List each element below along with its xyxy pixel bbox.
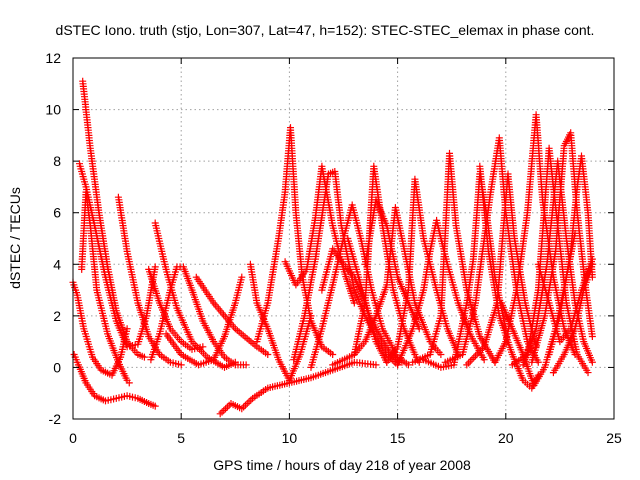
y-tick-label: 2 <box>53 308 61 324</box>
data-series-arc <box>78 188 133 387</box>
data-point <box>199 343 207 351</box>
data-series-arc <box>549 260 596 377</box>
data-point <box>264 351 272 359</box>
axis-ticks <box>72 57 615 420</box>
data-point <box>151 402 159 410</box>
data-series-arc <box>192 273 272 359</box>
data-point <box>242 361 250 369</box>
data-series-arc <box>361 196 423 333</box>
y-tick-label: 0 <box>53 359 61 375</box>
data-point <box>140 353 148 361</box>
data-point <box>404 361 412 369</box>
data-series-arc <box>344 235 406 366</box>
data-series-arc <box>79 77 148 361</box>
data-point <box>177 361 185 369</box>
data-point <box>372 361 380 369</box>
data-series-arc <box>147 263 250 369</box>
data-point <box>480 356 488 364</box>
y-tick-labels: -2 0 2 4 6 8 10 12 <box>45 50 61 427</box>
y-tick-label: 4 <box>53 256 61 272</box>
y-tick-label: -2 <box>49 411 62 427</box>
data-series-arc <box>216 358 380 418</box>
data-series-arc <box>145 265 207 353</box>
data-series-arc <box>281 162 358 307</box>
data-point <box>588 260 596 268</box>
y-tick-label: 8 <box>53 153 61 169</box>
data-point <box>588 332 596 340</box>
y-tick-label: 10 <box>45 102 61 118</box>
data-series-arc <box>476 162 542 392</box>
plot-frame <box>72 57 615 420</box>
data-series-arc <box>545 152 596 358</box>
x-tick-label: 10 <box>282 430 298 446</box>
x-axis-label: GPS time / hours of day 218 of year 2008 <box>213 457 471 473</box>
data-series-arc <box>528 129 596 366</box>
data-point <box>584 369 592 377</box>
y-tick-label: 12 <box>45 50 61 66</box>
data-point <box>329 351 337 359</box>
data-series-arc <box>246 260 315 384</box>
y-axis-label: dSTEC / TECUs <box>7 187 23 289</box>
x-tick-label: 25 <box>606 430 622 446</box>
y-tick-label: 6 <box>53 205 61 221</box>
x-tick-labels: 0 5 10 15 20 25 <box>69 430 622 446</box>
data-point <box>125 379 133 387</box>
x-tick-label: 15 <box>390 430 406 446</box>
data-point <box>588 358 596 366</box>
data-point <box>350 299 358 307</box>
data-series-arc <box>69 278 131 379</box>
x-tick-label: 0 <box>69 430 77 446</box>
data-marks <box>69 77 596 418</box>
chart-title: dSTEC Iono. truth (stjo, Lon=307, Lat=47… <box>56 22 595 38</box>
data-point <box>151 263 159 271</box>
data-point <box>123 325 131 333</box>
data-point <box>415 325 423 333</box>
data-point <box>534 358 542 366</box>
data-point <box>238 273 246 281</box>
data-series-arc <box>394 216 488 369</box>
data-series-arc <box>70 351 159 410</box>
data-series-arc <box>114 193 185 369</box>
data-point <box>437 351 445 359</box>
x-tick-label: 20 <box>498 430 514 446</box>
x-tick-label: 5 <box>177 430 185 446</box>
